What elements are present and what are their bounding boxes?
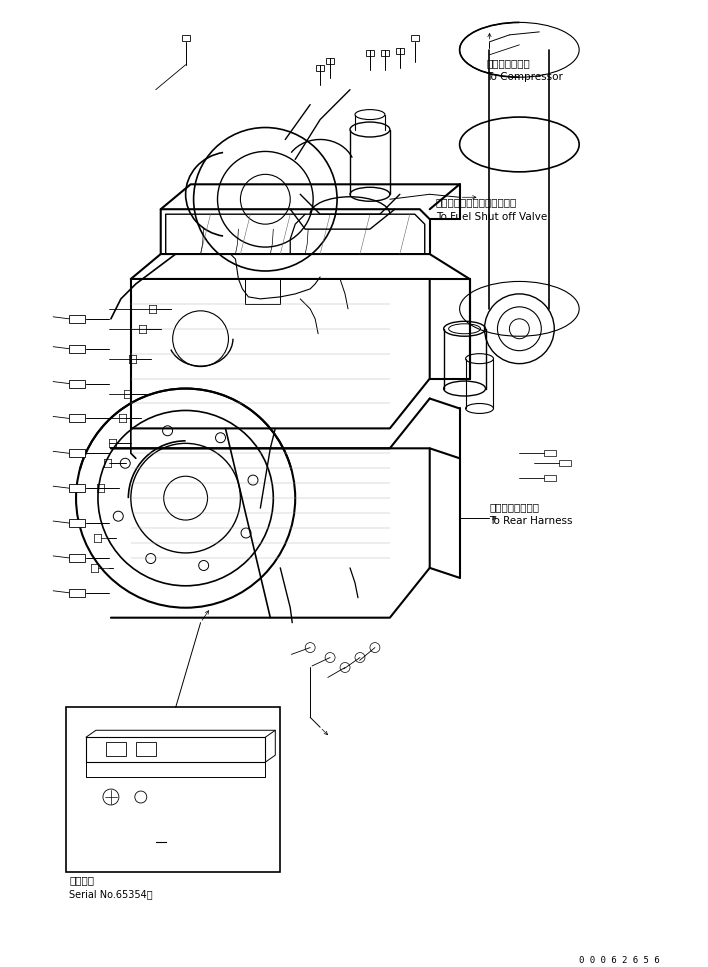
Bar — [69, 554, 85, 562]
Bar — [69, 380, 85, 388]
Bar — [69, 450, 85, 457]
Bar — [69, 315, 85, 323]
Bar — [69, 519, 85, 527]
Bar — [182, 35, 190, 41]
Bar — [106, 743, 126, 756]
Bar — [69, 589, 85, 597]
Bar — [411, 35, 418, 41]
Bar — [544, 451, 556, 456]
Bar — [396, 47, 404, 54]
Bar — [381, 50, 389, 56]
Bar — [66, 707, 280, 871]
Bar — [326, 58, 334, 64]
Text: 適用号機: 適用号機 — [69, 875, 94, 885]
Text: フェルシャットオフバルブへ: フェルシャットオフバルブへ — [435, 197, 517, 207]
Bar — [69, 344, 85, 353]
Bar — [246, 278, 280, 304]
Bar — [544, 475, 556, 482]
Bar — [69, 484, 85, 492]
Bar — [69, 415, 85, 423]
Bar — [559, 460, 571, 466]
Text: リヤーハーネスへ: リヤーハーネスへ — [489, 502, 539, 513]
Text: Serial No.65354～: Serial No.65354～ — [69, 890, 153, 899]
Text: To Compressor: To Compressor — [486, 72, 564, 82]
Text: To Fuel Shut off Valve: To Fuel Shut off Valve — [435, 212, 547, 222]
Bar — [366, 50, 374, 56]
Text: To Rear Harness: To Rear Harness — [489, 516, 573, 526]
Bar — [136, 743, 156, 756]
Bar — [316, 65, 324, 71]
Text: コンプレッサへ: コンプレッサへ — [486, 58, 530, 68]
Text: 0 0 0 6 2 6 5 6: 0 0 0 6 2 6 5 6 — [579, 956, 660, 965]
